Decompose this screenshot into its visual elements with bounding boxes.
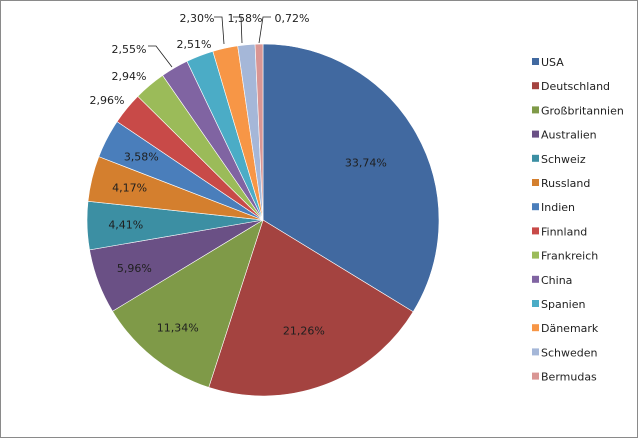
leader-line-china bbox=[148, 45, 173, 68]
legend-label-d-nemark: Dänemark bbox=[541, 322, 599, 335]
legend-label-spanien: Spanien bbox=[541, 298, 586, 311]
data-label-indien: 3,58% bbox=[124, 150, 159, 163]
slice-usa bbox=[262, 43, 440, 313]
legend-label-bermudas: Bermudas bbox=[541, 371, 597, 384]
legend-label-australien: Australien bbox=[541, 129, 597, 142]
leader-lines bbox=[148, 16, 271, 68]
legend-swatch-finnland bbox=[532, 227, 539, 235]
legend-label-schweiz: Schweiz bbox=[541, 153, 586, 166]
data-label-schweden: 1,58% bbox=[228, 12, 263, 25]
legend-label-gro-britannien: Großbritannien bbox=[541, 104, 624, 117]
legend-label-russland: Russland bbox=[541, 177, 590, 190]
data-label-china: 2,55% bbox=[112, 43, 147, 56]
legend-swatch-spanien bbox=[532, 300, 539, 307]
slice-bermudas bbox=[254, 43, 264, 221]
legend: USA Deutschland Großbritannien Australien Sc… bbox=[532, 56, 624, 384]
data-label-russland: 4,17% bbox=[112, 182, 147, 195]
legend-swatch-schweden bbox=[532, 348, 539, 356]
legend-label-finnland: Finnland bbox=[541, 225, 587, 238]
data-label-gro-britannien: 11,34% bbox=[157, 322, 199, 335]
data-label-bermudas: 0,72% bbox=[275, 12, 310, 25]
legend-swatch-gro-britannien bbox=[532, 106, 539, 114]
data-label-finnland: 2,96% bbox=[90, 94, 125, 107]
legend-label-schweden: Schweden bbox=[541, 346, 598, 359]
legend-swatch-frankreich bbox=[532, 251, 539, 259]
data-label-frankreich: 2,94% bbox=[112, 70, 147, 83]
legend-swatch-usa bbox=[532, 58, 539, 65]
slice-gro-britannien bbox=[112, 219, 264, 388]
data-labels: 33,74% 21,26% 11,34% 5,96% 4,41% 4,17% 3,58% 2,… bbox=[90, 12, 387, 338]
legend-swatch-deutschland bbox=[532, 82, 539, 90]
legend-swatch-china bbox=[532, 275, 539, 283]
legend-swatch-australien bbox=[532, 130, 539, 138]
legend-swatch-russland bbox=[532, 179, 539, 186]
legend-label-china: China bbox=[541, 274, 572, 287]
legend-swatch-indien bbox=[532, 203, 539, 211]
leader-line-d-nemark bbox=[214, 16, 225, 45]
legend-label-usa: USA bbox=[541, 56, 564, 69]
data-label-deutschland: 21,26% bbox=[283, 325, 325, 338]
leader-line-bermudas bbox=[258, 16, 271, 44]
legend-label-indien: Indien bbox=[541, 201, 575, 214]
pie-slices bbox=[86, 43, 440, 397]
slice-deutschland bbox=[208, 219, 414, 397]
data-label-spanien: 2,51% bbox=[177, 38, 212, 51]
legend-swatch-bermudas bbox=[532, 372, 539, 380]
legend-swatch-schweiz bbox=[532, 154, 539, 162]
legend-swatch-d-nemark bbox=[532, 324, 539, 332]
data-label-schweiz: 4,41% bbox=[108, 218, 143, 231]
data-label-australien: 5,96% bbox=[117, 262, 152, 275]
data-label-d-nemark: 2,30% bbox=[180, 12, 215, 25]
data-label-usa: 33,74% bbox=[345, 156, 387, 169]
leader-line-schweden bbox=[233, 16, 243, 44]
legend-label-frankreich: Frankreich bbox=[541, 250, 598, 263]
legend-label-deutschland: Deutschland bbox=[541, 80, 610, 93]
